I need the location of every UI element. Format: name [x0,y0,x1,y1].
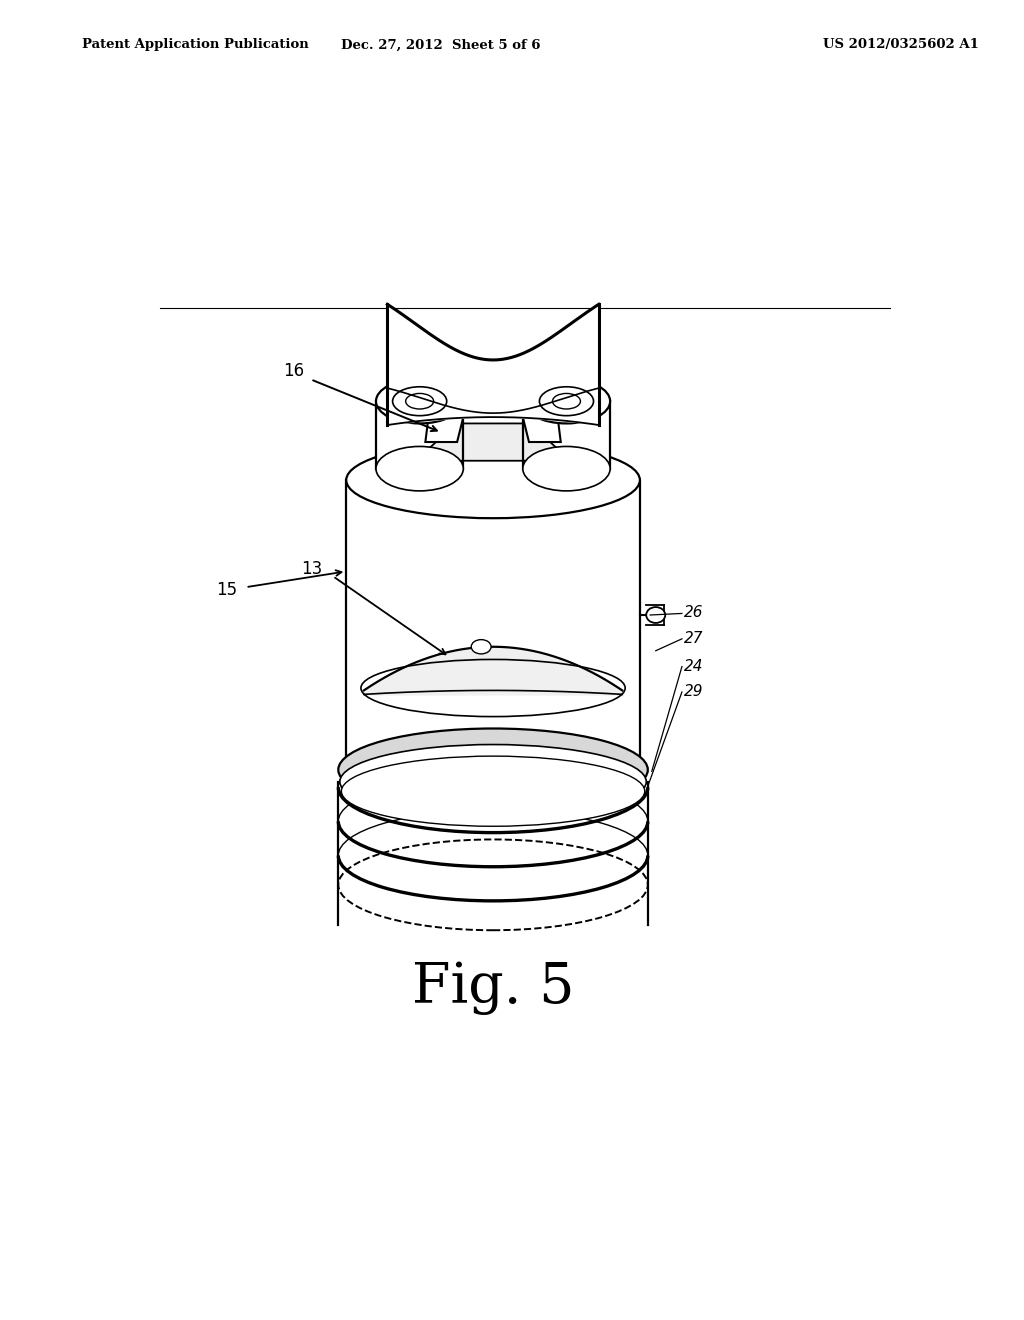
Ellipse shape [392,387,446,416]
FancyBboxPatch shape [346,480,640,785]
Ellipse shape [523,379,610,424]
Text: 16: 16 [283,363,304,380]
Ellipse shape [540,387,594,416]
Ellipse shape [340,744,646,818]
Ellipse shape [523,446,610,491]
Ellipse shape [471,640,492,653]
FancyBboxPatch shape [523,401,610,469]
Polygon shape [416,424,570,461]
FancyBboxPatch shape [376,401,463,469]
Polygon shape [521,411,561,442]
Ellipse shape [338,729,648,810]
Text: Fig. 5: Fig. 5 [412,961,574,1015]
Text: Dec. 27, 2012  Sheet 5 of 6: Dec. 27, 2012 Sheet 5 of 6 [341,38,540,51]
Ellipse shape [341,756,645,826]
Ellipse shape [553,393,581,409]
Text: 27: 27 [684,631,703,647]
Text: 29: 29 [684,685,703,700]
Ellipse shape [376,446,463,491]
Ellipse shape [346,747,640,824]
Ellipse shape [376,379,463,424]
Ellipse shape [646,607,666,623]
Text: 13: 13 [301,560,323,578]
Text: 24: 24 [684,659,703,675]
Text: 15: 15 [216,581,238,599]
Ellipse shape [406,393,433,409]
Polygon shape [425,411,465,442]
Text: US 2012/0325602 A1: US 2012/0325602 A1 [823,38,979,51]
Text: 26: 26 [684,605,703,620]
Text: Patent Application Publication: Patent Application Publication [82,38,308,51]
Ellipse shape [346,442,640,519]
